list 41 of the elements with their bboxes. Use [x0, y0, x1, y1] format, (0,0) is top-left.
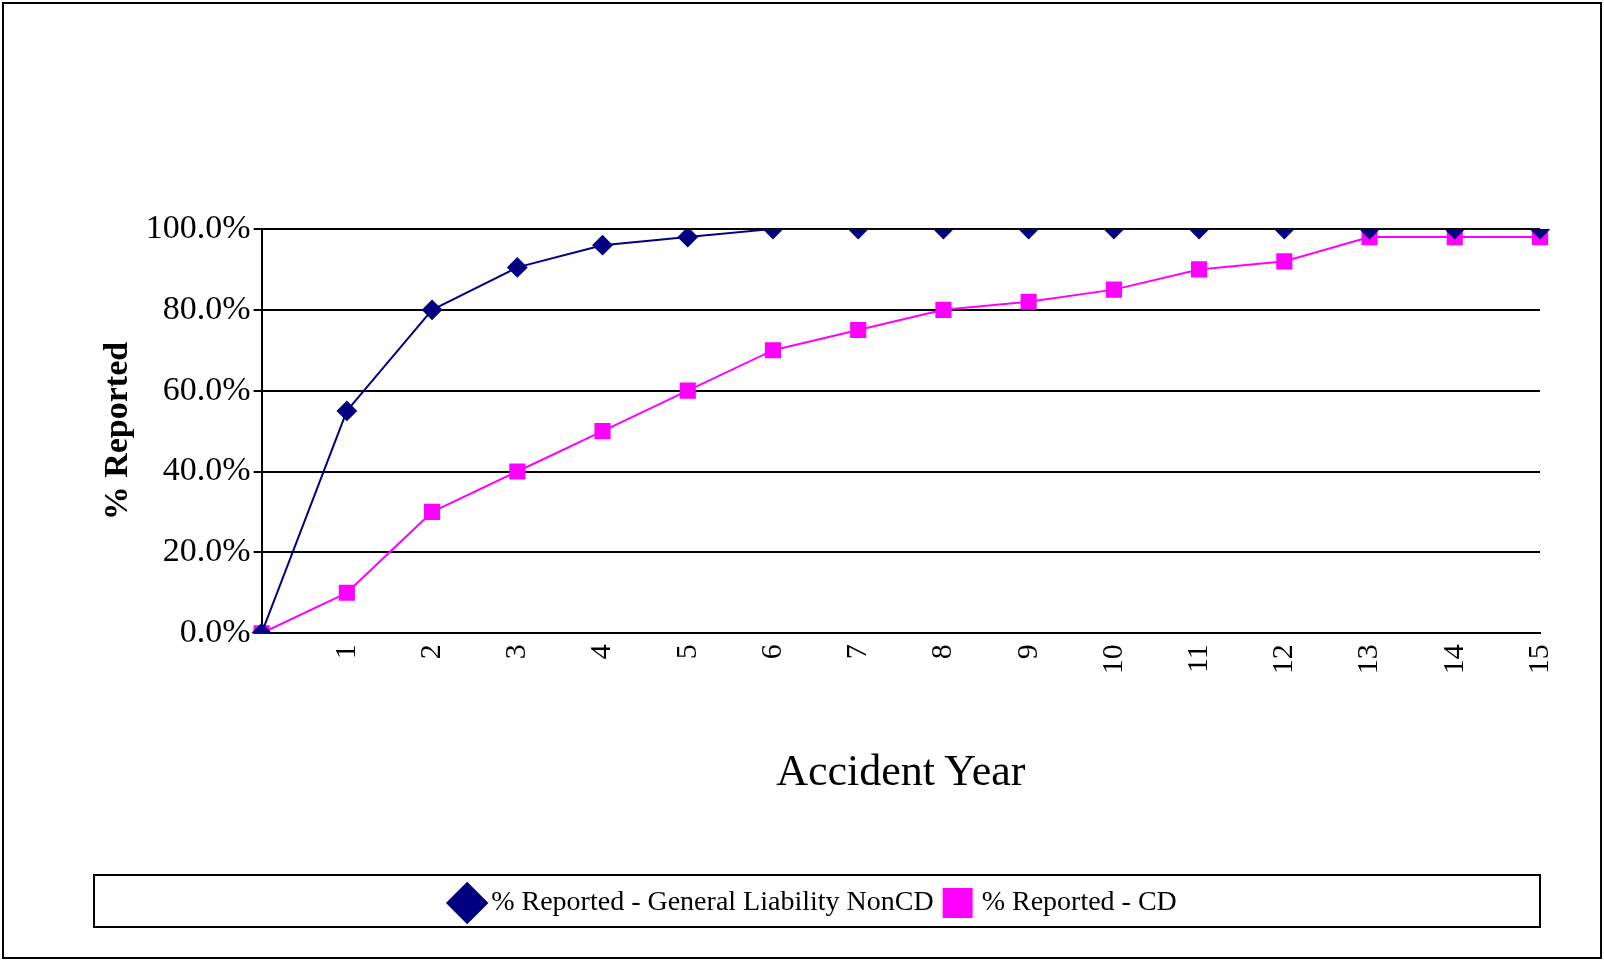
point: [1276, 253, 1293, 270]
legend-label: % Reported - CD: [981, 885, 1177, 917]
legend-label: % Reported - General Liability NonCD: [491, 885, 934, 917]
y-tick-label: 100.0%: [145, 207, 251, 245]
x-axis-title: Accident Year: [776, 746, 1026, 796]
point: [507, 257, 528, 278]
point: [592, 235, 613, 256]
x-tick-label: 15: [1520, 644, 1554, 675]
x-tick-label: 3: [498, 644, 532, 660]
x-tick-label: 5: [668, 644, 702, 660]
point: [935, 301, 952, 318]
point: [424, 503, 441, 521]
x-tick-label: 1: [327, 644, 361, 660]
x-tick-label: 8: [924, 644, 958, 660]
point: [850, 321, 867, 339]
y-tick-label: 40.0%: [162, 450, 251, 488]
x-tick-label: 13: [1350, 644, 1384, 675]
x-tick-label: 6: [753, 644, 787, 660]
x-tick-label: 12: [1265, 644, 1299, 675]
y-tick-label: 80.0%: [162, 288, 251, 326]
y-tick-label: 0.0%: [179, 612, 251, 650]
x-tick-label: 4: [583, 644, 617, 660]
point: [679, 382, 696, 399]
point: [1020, 293, 1037, 310]
y-tick-label: 20.0%: [162, 531, 251, 569]
y-axis-title: % Reported: [97, 341, 135, 521]
point: [336, 400, 357, 421]
point: [764, 342, 782, 359]
x-tick-label: 10: [1094, 644, 1128, 675]
point: [594, 423, 611, 440]
x-tick-label: 11: [1179, 644, 1213, 674]
point: [422, 299, 443, 320]
point: [509, 463, 526, 480]
x-tick-label: 2: [412, 644, 446, 660]
point: [677, 229, 698, 248]
x-tick-label: 14: [1435, 644, 1469, 675]
x-tick-label: 7: [839, 644, 873, 660]
x-tick-label: 9: [1009, 644, 1043, 660]
y-tick-label: 60.0%: [162, 369, 251, 407]
point: [1191, 261, 1208, 278]
point: [1105, 281, 1122, 298]
